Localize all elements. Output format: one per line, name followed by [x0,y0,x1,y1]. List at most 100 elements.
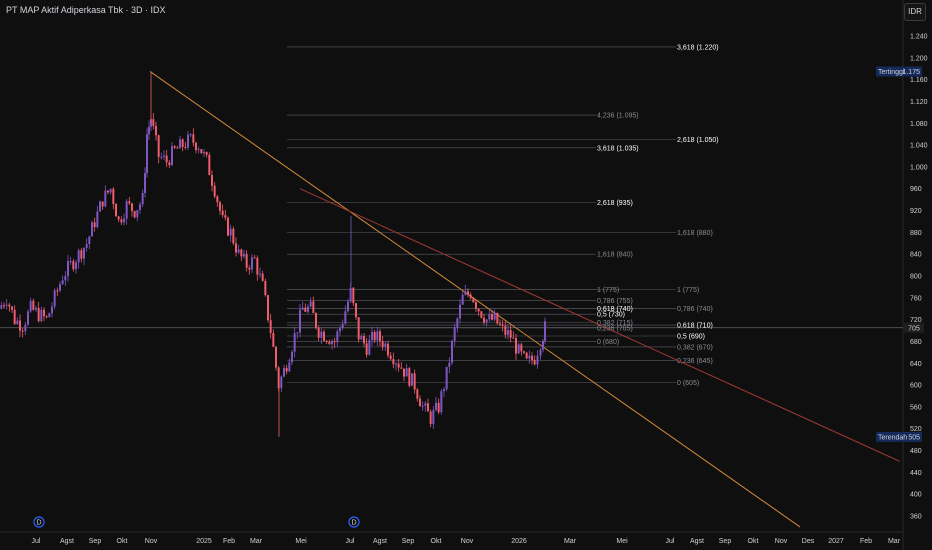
candle-body [5,304,8,306]
candle-body [333,341,336,343]
candle-body [280,376,283,389]
candle-body [189,134,192,136]
currency-button[interactable]: IDR [904,3,926,21]
trendline-red [299,188,901,462]
candle-body [80,250,83,259]
candle-body [157,135,160,157]
y-tick-label: 520 [910,426,922,433]
candle-body [200,149,203,154]
candle-body [360,335,363,340]
candle-body [440,391,443,413]
fib-level-label: 1,618 (840) [597,252,633,259]
candle-body [3,305,5,307]
candle-body [496,312,499,324]
fib-level-label: 0,382 (715) [597,320,633,327]
candle-body [117,216,120,220]
candle-body [173,146,176,148]
y-tick-label: 600 [910,383,922,390]
candle-body [237,249,240,253]
candle-body [51,306,53,314]
fib-level-label: 0 (605) [677,380,699,387]
candle-body [128,201,131,204]
candle-body [464,291,467,295]
x-tick-label: 2027 [828,538,844,545]
y-tick-label: 760 [910,295,922,302]
x-tick-label: 2025 [196,538,212,545]
candle-body [509,330,512,338]
candle-body [40,309,43,322]
candle-body [184,146,187,148]
candle-body [24,324,27,332]
candle-body [171,146,173,166]
last-price-tag: 705 [904,322,924,333]
chart-title: PT MAP Aktif Adiperkasa Tbk · 3D · IDX [6,5,166,15]
candle-body [245,253,248,268]
candle-body [91,222,93,237]
candle-body [197,149,200,151]
y-tick-label: 400 [910,492,922,499]
candle-body [355,303,357,318]
candle-body [493,312,496,320]
candle-body [325,340,328,342]
candle-body [146,134,148,174]
y-tick-label: 920 [910,208,922,215]
candle-body [448,362,451,367]
candle-body [405,368,408,377]
candle-body [459,304,461,319]
candle-body [261,273,264,281]
x-tick-label: Agst [690,538,704,545]
y-tick-label: 1.240 [910,34,928,41]
y-tick-label: 800 [910,274,922,281]
x-tick-label: Feb [860,538,872,545]
candle-body [256,257,259,275]
fib-level-label: 1 (775) [597,287,619,294]
candle-body [264,280,267,296]
x-tick-label: Sep [89,538,102,545]
candle-body [344,311,347,324]
candle-body [85,243,88,248]
candle-body [504,325,507,335]
candle-body [232,228,235,244]
candle-body [195,142,197,151]
candle-body [205,152,208,155]
candle-body [443,389,445,392]
y-tick-label: 1.000 [910,164,928,171]
candle-body [168,162,171,166]
fib-level-label: 1,618 (880) [677,230,713,237]
candle-body [16,320,19,324]
candle-body [400,367,403,369]
fib-level-label: 2,618 (935) [597,200,633,207]
candle-body [307,306,309,312]
candle-body [507,330,509,335]
fib-level-label: 0,236 (645) [677,358,713,365]
candle-body [424,403,427,406]
candle-body [176,147,179,149]
candle-body [181,139,184,147]
x-tick-label: Mar [888,538,901,545]
candle-body [376,331,379,341]
fib-level-label: 0,786 (755) [597,298,633,305]
candle-body [0,305,3,309]
x-tick-label: Okt [431,538,442,545]
candle-body [227,217,229,236]
candle-body [208,154,211,176]
y-tick-label: 560 [910,404,922,411]
candle-body [501,324,504,326]
candle-body [299,309,301,333]
candle-body [341,323,344,328]
candle-body [120,219,123,223]
candle-body [413,373,416,390]
x-tick-label: Agst [373,538,387,545]
candle-body [112,188,115,205]
dividend-event-label: D [36,520,41,527]
candle-body [27,311,29,325]
candle-body [339,327,341,332]
candle-body [536,355,539,365]
candle-body [381,341,384,347]
candle-body [419,398,421,407]
fib-level-label: 3,618 (1.220) [677,44,719,51]
candle-body [472,298,475,303]
candle-body [283,367,285,377]
